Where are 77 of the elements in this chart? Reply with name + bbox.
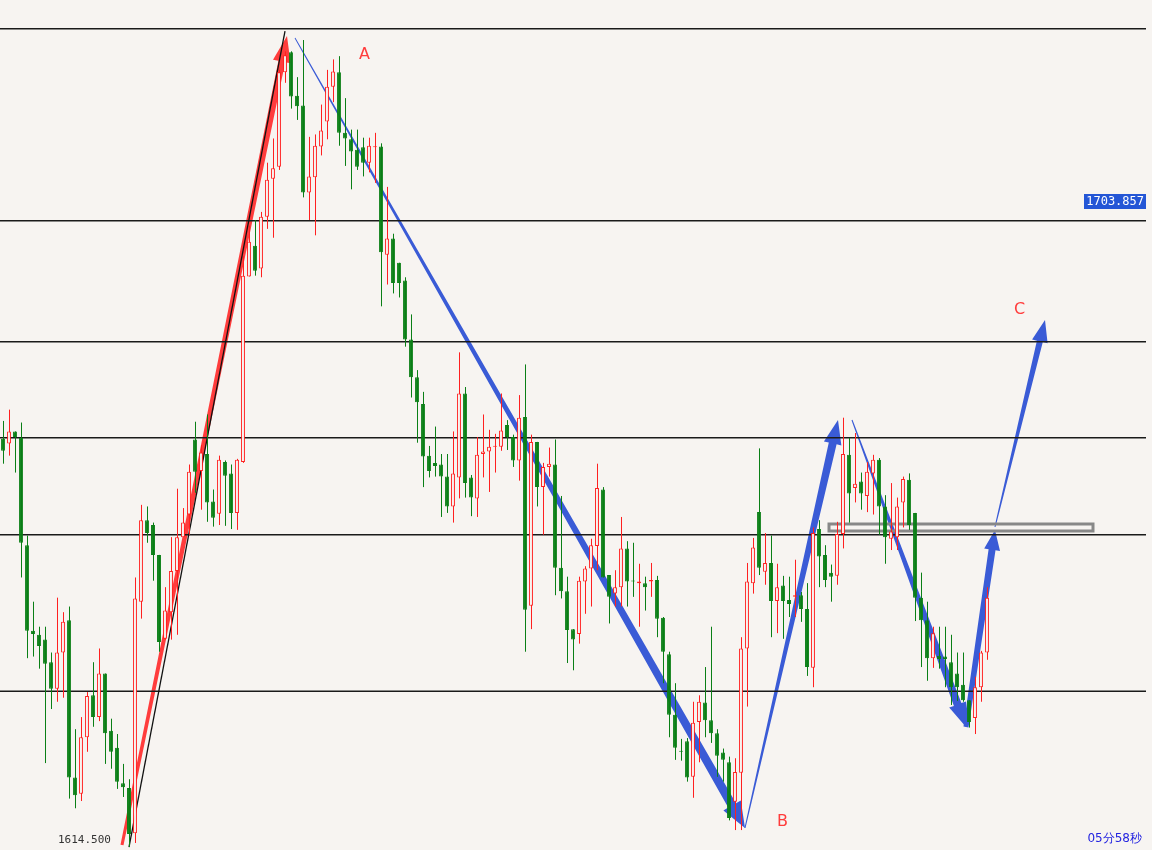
candlestick [871,454,875,516]
annotation: A [359,44,370,63]
candlestick [181,507,185,538]
candlestick [697,694,701,763]
candlestick [949,634,953,706]
candlestick [73,728,77,809]
candlestick [397,262,401,298]
annotation: 1614.500 [58,832,111,847]
candlestick [613,569,617,608]
text: 1703.857 [1084,194,1146,209]
candlestick [499,392,503,452]
candlestick [559,495,563,599]
candlestick [1,420,5,465]
candlestick [433,426,437,478]
candlestick [961,652,965,703]
candlestick [919,572,923,668]
candlestick [331,58,335,103]
candlestick [43,626,47,764]
candlestick [31,601,35,658]
candlestick [799,591,803,623]
candlestick [319,104,323,156]
candlestick [121,763,125,798]
candlestick [865,461,869,513]
candlestick [505,419,509,451]
candlestick [13,430,17,474]
candlestick [937,626,941,670]
candlestick [469,474,473,517]
candlestick [703,666,707,738]
candlestick [853,432,857,503]
candlestick [511,434,515,468]
candlestick [787,576,791,618]
candlestick [823,544,827,588]
candlestick [271,137,275,239]
candlestick [355,129,359,171]
candlestick [781,575,785,640]
candlestick [829,564,833,603]
candlestick [955,652,959,702]
candlestick [571,628,575,671]
candlestick [901,476,905,528]
text: 05分58秒 [1087,831,1142,846]
candlestick [109,718,113,770]
candlestick [307,136,311,221]
candlestick [253,219,257,277]
candlestick [721,748,725,783]
candlestick [145,505,149,544]
candlestick [487,429,491,493]
candlestick [967,699,971,729]
candlestick [583,565,587,615]
candlestick [589,538,593,608]
candlestick [367,137,371,173]
candlestick [283,50,287,84]
candlestick [439,453,443,518]
candlestick [763,532,767,586]
candlestick [607,574,611,624]
candlestick [709,626,713,744]
candlestick [715,728,719,778]
candlestick [295,76,299,121]
candlestick [931,626,935,669]
candlestick [199,444,203,511]
annotation: B [777,811,788,830]
candlestick [775,563,779,634]
candlestick [7,409,11,457]
candlestick [643,576,647,612]
text: C [1014,299,1026,318]
candlestick [349,129,353,190]
candlestick [547,447,551,478]
candlestick [223,459,227,527]
candlestick [415,369,419,444]
candlestick [859,472,863,511]
candlestick [361,137,365,177]
candlestick [91,661,95,728]
candlestick [385,186,389,286]
candlestick [541,462,545,536]
candlestick [37,626,41,670]
candlestick [427,445,431,478]
candlestick [211,489,215,528]
candlestick [889,482,893,551]
